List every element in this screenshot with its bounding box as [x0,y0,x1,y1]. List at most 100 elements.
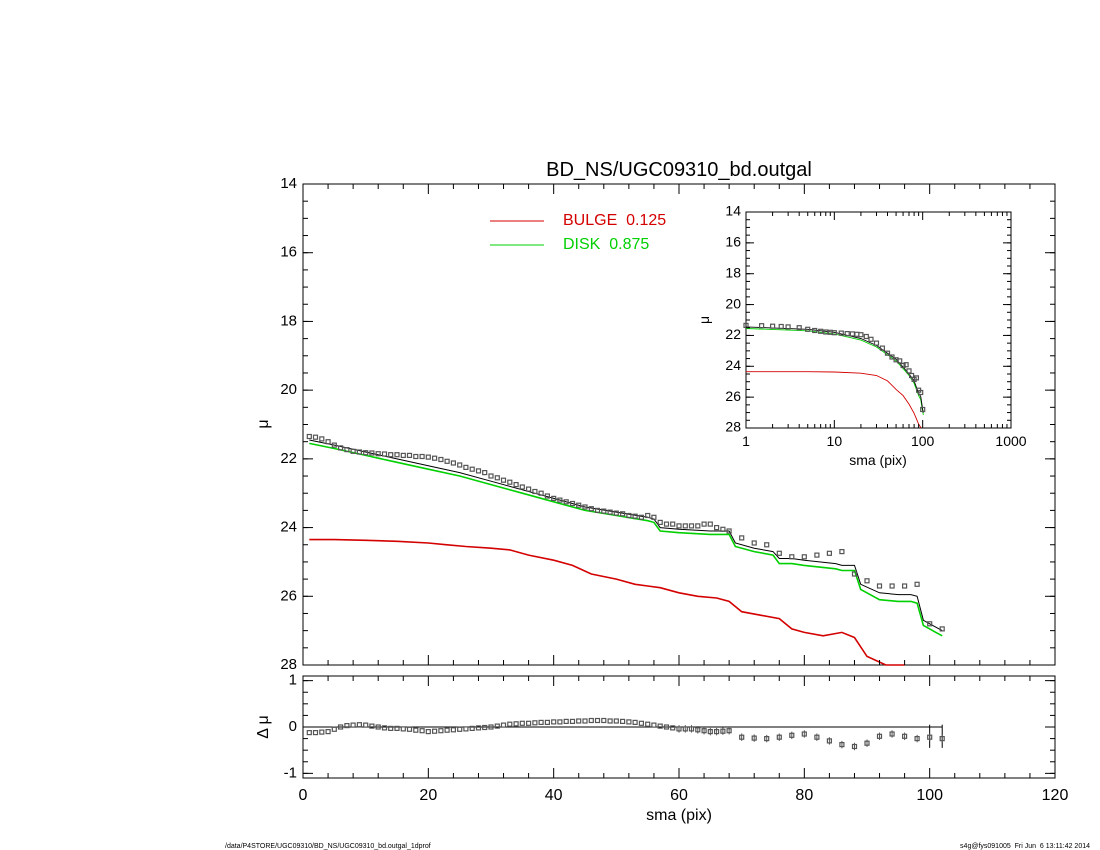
main-ticks: 14 16 18 20 22 24 26 28 [280,175,1056,673]
residual-data-point [331,726,337,732]
residual-ytick-label: 1 [289,672,297,689]
main-data-point [607,509,613,515]
main-data-point [914,581,920,587]
main-data-point [582,504,588,510]
main-data-point [344,447,350,453]
main-data-point [789,554,795,560]
main-ytick-label: 20 [280,381,297,398]
main-data-point [814,552,820,558]
inset-xtick-label: 1000 [995,433,1026,449]
residual-xtick-label: 120 [1042,787,1069,804]
main-data-point [676,523,682,529]
residual-data-point [713,728,720,735]
residual-data-point [676,726,682,732]
inset-xtick-label: 100 [911,433,935,449]
residual-data-point [638,720,645,726]
inset-data-point [913,375,920,381]
main-data-point [500,477,507,483]
residual-data-point [438,728,444,734]
residual-data-point [350,722,356,728]
residual-data-point [475,725,482,731]
main-data-point [444,458,450,464]
residual-data-point [381,725,388,731]
residual-data-point [369,723,375,729]
main-ytick-label: 28 [280,656,297,673]
main-ytick-label: 16 [280,244,297,261]
residual-data-point [619,718,626,725]
main-data-point [463,464,469,470]
residual-data-point [488,724,494,730]
residual-data-point [776,734,782,740]
residual-data-point [927,734,933,740]
main-data-point [569,500,576,507]
main-data-point [594,507,601,513]
residual-data-point [588,717,594,724]
main-data-point [432,455,438,461]
residual-data-point [432,728,438,734]
main-data-point [538,490,544,496]
footer-path: /data/P4STORE/UGC09310/BD_NS/UGC09310_bd… [225,843,431,850]
residual-ytick-label: -1 [284,764,297,781]
main-panel: 14 16 18 20 22 24 26 28 μ BULGE 0.125 DISK 0.87… [255,175,1056,673]
inset-data-point [884,350,891,356]
residual-data-point [670,725,676,731]
main-series-line-1 [309,442,943,637]
residual-data-point [482,724,488,731]
main-data-point [469,466,475,472]
inset-ytick-label: 16 [725,234,741,250]
main-ytick-label: 26 [280,587,297,604]
residual-data-point [563,718,569,725]
inset-data-point [796,325,802,331]
main-data-point [425,454,431,460]
main-data-point [776,550,782,556]
residual-data-point [551,719,557,725]
main-data-point [713,524,720,531]
legend-disk-label: DISK 0.875 [563,236,649,253]
inset-ylabel: μ [696,316,712,324]
main-data-point [638,514,645,520]
residual-data-point [695,727,701,733]
residual-data-point [325,728,331,735]
main-data-point [413,453,419,460]
residual-ytick-label: 0 [289,718,297,735]
main-data-point [488,473,494,479]
legend: BULGE 0.125 DISK 0.875 [490,212,666,253]
residual-data-point [594,717,601,724]
main-data-point [632,513,638,519]
main-data-point [619,511,626,517]
main-data-point [544,493,551,499]
residual-data-point [344,722,350,729]
main-data-point [751,540,757,546]
main-series-line-2 [309,439,943,632]
main-data-point [369,450,375,456]
residual-data-point [801,731,807,737]
inset-data-point [897,358,903,364]
main-data-point [663,521,670,527]
inset-xlabel: sma (pix) [849,452,907,468]
residual-data-point [889,731,895,737]
main-data-point [682,523,688,529]
inset-data-point [812,327,818,334]
residual-data-point [601,717,607,724]
main-ytick-label: 14 [280,175,297,192]
residual-data-point [394,725,400,732]
main-data-point [400,452,406,458]
residual-data-point [469,725,475,732]
main-data-point [651,514,657,520]
main-data-point [557,497,563,503]
main-data-point [494,475,500,481]
residual-data-point [839,741,845,748]
inset-data-point [879,345,886,351]
main-data-point [601,508,607,514]
main-data-point [927,621,933,627]
main-data-point [312,434,319,440]
inset-data-point [858,332,864,338]
residual-data-point [688,726,695,732]
main-data-point [695,523,701,529]
residual-series [306,717,945,751]
residual-data-point [500,722,507,728]
main-data-point [381,451,388,457]
residual-data-point [538,719,544,726]
